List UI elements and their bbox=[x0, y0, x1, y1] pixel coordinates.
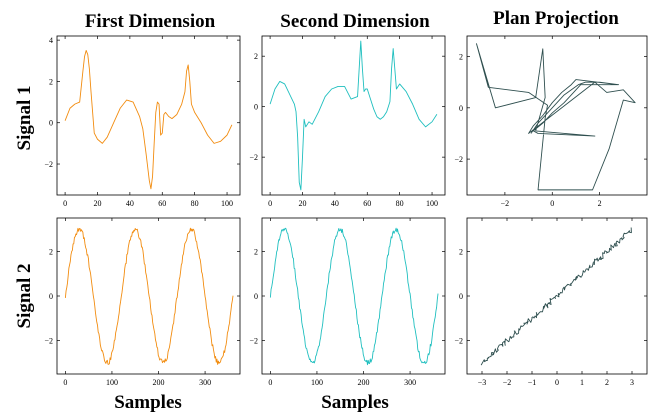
signal2-plan-x-tick-label: −3 bbox=[478, 378, 487, 387]
signal1-second-y-tick-label: 2 bbox=[254, 52, 258, 61]
signal1-plan-y-tick-label: 2 bbox=[459, 53, 463, 62]
signal2-second-y-tick-label: 2 bbox=[254, 247, 258, 256]
signal1-first-y-tick-label: 4 bbox=[49, 36, 53, 45]
signal1-first-y-tick-label: −2 bbox=[44, 160, 53, 169]
signal2-second-y-tick-label: −2 bbox=[249, 337, 258, 346]
panel-signal1-second: 0 20 40 60 80 100 −2 0 2 bbox=[249, 35, 446, 208]
x-axis-labels: Samples Samples bbox=[114, 392, 389, 413]
signal1-first-series-line-0 bbox=[64, 50, 233, 190]
row-title-signal-1: Signal 1 bbox=[14, 86, 35, 151]
signal1-first-x-tick-label: 60 bbox=[158, 199, 166, 208]
signal2-plan-x-tick-label: 2 bbox=[605, 378, 609, 387]
signal1-plan-y-tick-label: −2 bbox=[454, 155, 463, 164]
signal2-first-y-tick-label: 0 bbox=[49, 292, 53, 301]
signal2-second-x-tick-label: 100 bbox=[311, 378, 323, 387]
signal2-plan-y-tick-label: 2 bbox=[459, 247, 463, 256]
signal2-first-x-tick-label: 100 bbox=[106, 378, 118, 387]
signal1-plan-x-tick-label: 2 bbox=[598, 199, 602, 208]
signal1-first-y-tick-label: 2 bbox=[49, 77, 53, 86]
signal1-first-axes-frame bbox=[56, 35, 241, 196]
signal1-second-x-tick-label: 60 bbox=[363, 199, 371, 208]
signal1-plan-x-tick-label: −2 bbox=[501, 199, 510, 208]
signal1-first-x-tick-label: 0 bbox=[63, 199, 67, 208]
signal1-second-x-tick-label: 80 bbox=[396, 199, 404, 208]
signal2-plan-x-tick-label: 1 bbox=[580, 378, 584, 387]
signal2-second-x-tick-label: 0 bbox=[268, 378, 272, 387]
x-axis-label-first-dimension: Samples bbox=[114, 392, 182, 413]
signal2-first-x-tick-label: 0 bbox=[63, 378, 67, 387]
row-titles: Signal 1 Signal 2 bbox=[14, 86, 35, 329]
signal1-second-x-tick-label: 20 bbox=[298, 199, 306, 208]
signal2-plan-y-tick-label: −2 bbox=[454, 337, 463, 346]
signal2-plan-y-tick-label: 0 bbox=[459, 292, 463, 301]
signal2-second-y-tick-label: 0 bbox=[254, 292, 258, 301]
signal1-second-axes-frame bbox=[261, 35, 446, 196]
signal2-first-x-tick-label: 200 bbox=[153, 378, 165, 387]
signal1-plan-x-tick-label: 0 bbox=[550, 199, 554, 208]
signal2-second-x-tick-label: 200 bbox=[358, 378, 370, 387]
signal1-second-x-tick-label: 100 bbox=[426, 199, 438, 208]
signal1-first-x-tick-label: 20 bbox=[93, 199, 101, 208]
column-title-second-dimension: Second Dimension bbox=[280, 11, 430, 32]
signal2-first-x-tick-label: 300 bbox=[199, 378, 211, 387]
signal2-first-y-tick-label: −2 bbox=[44, 337, 53, 346]
panel-signal2-first: 0 100 200 300 −2 0 2 bbox=[44, 217, 241, 387]
signal2-second-x-tick-label: 300 bbox=[404, 378, 416, 387]
panel-signal2-plan: −3 −2 −1 0 1 2 3 −2 0 2 bbox=[454, 217, 648, 387]
signal1-first-x-tick-label: 80 bbox=[191, 199, 199, 208]
signal2-plan-x-tick-label: −1 bbox=[528, 378, 537, 387]
signal2-plan-x-tick-label: −2 bbox=[503, 378, 512, 387]
panel-signal1-plan: −2 0 2 −2 0 2 bbox=[454, 35, 648, 208]
signal1-plan-series-line-0 bbox=[476, 43, 636, 191]
column-titles: First Dimension Second Dimension Plan Pr… bbox=[85, 8, 619, 32]
signal2-first-series-line-0 bbox=[64, 227, 234, 365]
signal1-second-y-tick-label: 0 bbox=[254, 103, 258, 112]
signal1-first-x-tick-label: 40 bbox=[126, 199, 134, 208]
signal2-plan-x-tick-label: 0 bbox=[555, 378, 559, 387]
signal1-first-x-tick-label: 100 bbox=[221, 199, 233, 208]
signal1-second-x-tick-label: 0 bbox=[268, 199, 272, 208]
signal2-first-y-tick-label: 2 bbox=[49, 247, 53, 256]
signal2-second-series-line-0 bbox=[269, 227, 439, 366]
signal1-second-x-tick-label: 40 bbox=[331, 199, 339, 208]
signal2-plan-x-tick-label: 3 bbox=[630, 378, 634, 387]
signal1-second-y-tick-label: −2 bbox=[249, 153, 258, 162]
signal1-second-series-line-0 bbox=[269, 40, 438, 191]
column-title-plan-projection: Plan Projection bbox=[493, 8, 619, 29]
signal1-plan-y-tick-label: 0 bbox=[459, 104, 463, 113]
column-title-first-dimension: First Dimension bbox=[85, 11, 216, 32]
panel-signal2-second: 0 100 200 300 −2 0 2 bbox=[249, 217, 446, 387]
signal2-plan-series-line-0 bbox=[480, 227, 632, 366]
signal1-first-y-tick-label: 0 bbox=[49, 119, 53, 128]
x-axis-label-second-dimension: Samples bbox=[321, 392, 389, 413]
signal1-plan-axes-frame bbox=[466, 35, 648, 196]
row-title-signal-2: Signal 2 bbox=[14, 264, 35, 329]
panel-signal1-first: 0 20 40 60 80 100 −2 0 2 4 bbox=[44, 35, 241, 208]
